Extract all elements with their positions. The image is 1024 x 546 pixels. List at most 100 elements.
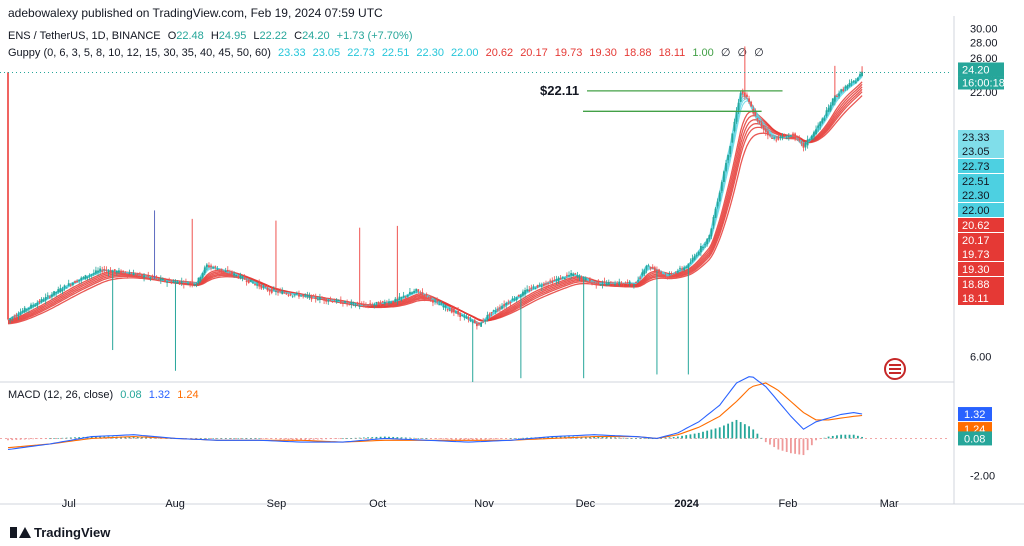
candle-body (291, 295, 294, 297)
macd-hist-bar (275, 438, 277, 440)
candle-body (228, 273, 231, 275)
macd-hist-bar (195, 438, 198, 440)
macd-hist-bar (337, 438, 340, 440)
macd-label[interactable]: MACD (12, 26, close) (8, 389, 114, 401)
candle-body (511, 298, 514, 301)
guppy-long-tag-0: 20.62 (962, 220, 990, 232)
guppy-short-tag-5-bg (958, 203, 1004, 217)
macd-hist-bar (609, 437, 612, 439)
macd-hist-bar (601, 436, 604, 439)
guppy-label[interactable]: Guppy (0, 6, 3, 5, 8, 10, 12, 15, 30, 35… (8, 47, 271, 59)
candle-body (371, 304, 374, 306)
macd-hist-bar (11, 438, 14, 441)
macd-hist-bar (710, 429, 713, 439)
annotation-22-11: $22.11 (540, 83, 579, 98)
candle-body (409, 291, 411, 295)
time-tick-Nov: Nov (474, 498, 494, 510)
macd-hist-bar (668, 437, 671, 439)
candle-body (486, 314, 489, 320)
candle-body (842, 89, 845, 91)
candle-body (446, 309, 449, 311)
candle-body (672, 274, 675, 276)
candle-body (159, 278, 162, 281)
macd-hist-bar (597, 436, 600, 439)
time-tick-2024: 2024 (674, 498, 699, 510)
tradingview-footer: TradingView (10, 525, 110, 540)
candle-body (323, 297, 325, 301)
guppy-short-tag-2: 22.73 (962, 161, 990, 173)
candle-body (746, 94, 748, 97)
candle-body (302, 294, 305, 296)
candle-body (442, 306, 445, 308)
candle-body (335, 299, 338, 303)
candle-body (195, 284, 198, 286)
macd-hist-bar (383, 436, 386, 439)
candle-body (113, 269, 116, 272)
guppy-long-1: 20.17 (520, 47, 548, 59)
candle-body (649, 266, 652, 269)
guppy-long-ema-30 (7, 81, 863, 322)
macd-hist-bar (706, 430, 709, 439)
candle-body (172, 281, 175, 283)
macd-hist-bar (484, 438, 487, 440)
symbol-label[interactable]: ENS / TetherUS, 1D, BINANCE (8, 30, 161, 42)
candle-body (733, 121, 736, 131)
candle-body (281, 291, 284, 295)
macd-hist-bar (442, 438, 445, 440)
candle-body (304, 294, 307, 296)
macd-hist-bar (819, 438, 822, 440)
candle-body (17, 315, 20, 317)
candle-body (333, 301, 336, 303)
guppy-short-tag-0: 23.33 (962, 132, 990, 144)
candle-body (559, 277, 562, 280)
candle-body (258, 282, 261, 287)
candle-body (383, 301, 386, 304)
candle-body (95, 270, 97, 274)
candle-body (254, 283, 256, 285)
last-price-tag-bg (958, 62, 1004, 77)
macd-hist-bar (555, 436, 558, 439)
candle-body (208, 265, 210, 267)
candle-body (783, 135, 786, 137)
candle-body (264, 285, 267, 288)
candle-body (136, 273, 139, 276)
candle-body (794, 133, 796, 140)
guppy-long-tag-3: 19.30 (962, 264, 990, 276)
guppy-short-tag-5: 22.00 (962, 205, 990, 217)
candle-body (185, 280, 187, 282)
candle-body (710, 228, 713, 237)
macd-hist-bar (760, 437, 763, 439)
us-flag-icon[interactable] (884, 358, 906, 380)
candle-body (138, 273, 141, 275)
candle-body (417, 289, 420, 292)
macd-hist-bar (781, 438, 784, 451)
candle-body (134, 273, 137, 276)
macd-hist-bar (199, 438, 202, 440)
macd-hist-bar (90, 436, 93, 439)
candle-body (766, 131, 769, 136)
candle-body (769, 134, 771, 136)
candle-body (628, 281, 631, 284)
candle-body (421, 292, 424, 295)
macd-hist-bar (559, 436, 562, 439)
macd-hist-bar (15, 438, 18, 440)
guppy-long-tag-3-bg (958, 262, 1004, 276)
candle-body (676, 271, 679, 273)
macd-hist-bar (672, 436, 675, 439)
candle-body (239, 275, 242, 279)
macd-hist-bar (308, 438, 311, 440)
candle-body (465, 316, 468, 318)
candle-body (57, 289, 60, 292)
candle-body (852, 80, 855, 82)
macd-hist-bar (681, 435, 683, 439)
candle-body (51, 294, 53, 297)
macd-hist-bar (861, 436, 863, 439)
macd-hist-bar (676, 436, 679, 439)
macd-hist-bar (396, 437, 399, 439)
macd-hist-bar (421, 438, 424, 439)
candle-body (528, 289, 531, 291)
candle-body (459, 312, 462, 317)
macd-hist-bar (23, 438, 26, 440)
candle-body (34, 304, 37, 307)
